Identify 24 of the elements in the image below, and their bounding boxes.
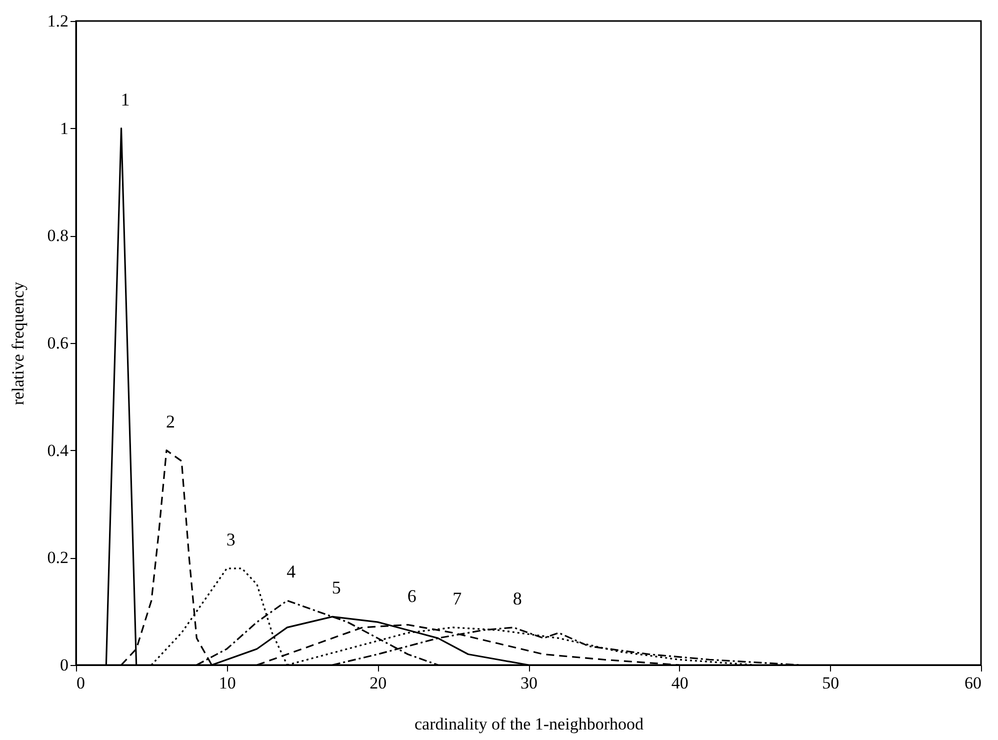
y-tick-label: 1.2	[47, 12, 68, 30]
x-tick-label: 40	[671, 674, 688, 692]
annotation: 6	[407, 586, 416, 606]
y-axis-title: relative frequency	[8, 281, 28, 406]
annotation: 4	[286, 562, 296, 582]
annotation: 5	[332, 578, 341, 598]
annotation: 7	[452, 588, 462, 608]
x-tick-label: 10	[218, 674, 236, 692]
annotation: 2	[166, 411, 175, 432]
x-tick-label: 0	[76, 674, 85, 692]
annotation: 3	[226, 529, 236, 550]
x-tick-label: 20	[370, 674, 387, 692]
y-tick-label: 0.8	[47, 226, 68, 246]
x-axis-title: cardinality of the 1-neighborhood	[414, 714, 644, 734]
y-tick-label: 0.6	[47, 334, 68, 352]
x-tick-label: 60	[964, 674, 982, 692]
y-tick-label: 0	[60, 656, 68, 674]
y-tick-label: 1	[60, 118, 68, 138]
annotation: 1	[120, 89, 130, 110]
annotation: 8	[512, 588, 522, 608]
y-tick-label: 0.2	[47, 548, 68, 568]
x-tick-label: 50	[822, 674, 840, 692]
y-tick-label: 0.4	[47, 440, 69, 460]
x-tick-label: 30	[520, 674, 538, 692]
